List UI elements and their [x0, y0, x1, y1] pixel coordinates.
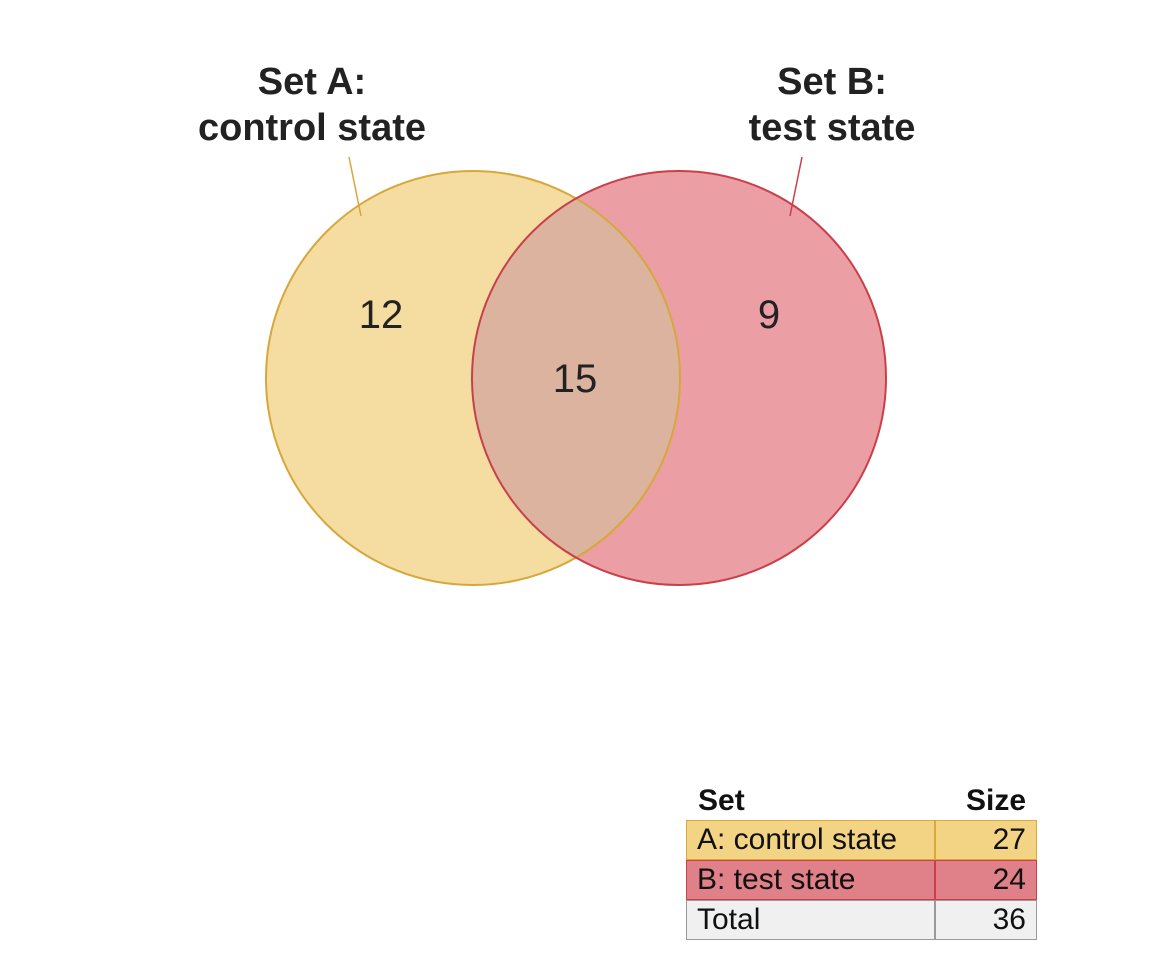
set-b-title-line1: Set B: [777, 61, 887, 103]
header-set: Set [698, 784, 745, 817]
row-set-size: 24 [935, 860, 1037, 900]
table-row: Total 36 [686, 900, 1038, 940]
row-set-name: B: test state [686, 860, 935, 900]
row-set-size: 27 [935, 820, 1037, 860]
set-a-title-line2: control state [197, 107, 427, 149]
intersection-count: 15 [552, 357, 598, 401]
row-set-name: A: control state [686, 820, 935, 860]
header-size: Size [965, 784, 1026, 817]
set-a-title-line1: Set A: [257, 61, 367, 103]
set-b-label-leader [789, 156, 803, 217]
table-row: A: control state 27 [686, 820, 1038, 860]
set-b-title: Set B: test state [682, 59, 982, 151]
b-only-count: 9 [757, 293, 781, 337]
set-a-outline [265, 170, 681, 586]
table-row: B: test state 24 [686, 860, 1038, 900]
table-header: Set Size [686, 780, 1038, 820]
a-only-count: 12 [358, 293, 404, 337]
set-a-title: Set A: control state [162, 59, 462, 151]
set-size-table: Set Size A: control state 27 B: test sta… [686, 780, 1038, 940]
set-b-outline [471, 170, 887, 586]
set-a-label-leader [348, 156, 362, 217]
row-set-name: Total [686, 900, 935, 940]
row-set-size: 36 [935, 900, 1037, 940]
set-b-title-line2: test state [748, 107, 916, 149]
